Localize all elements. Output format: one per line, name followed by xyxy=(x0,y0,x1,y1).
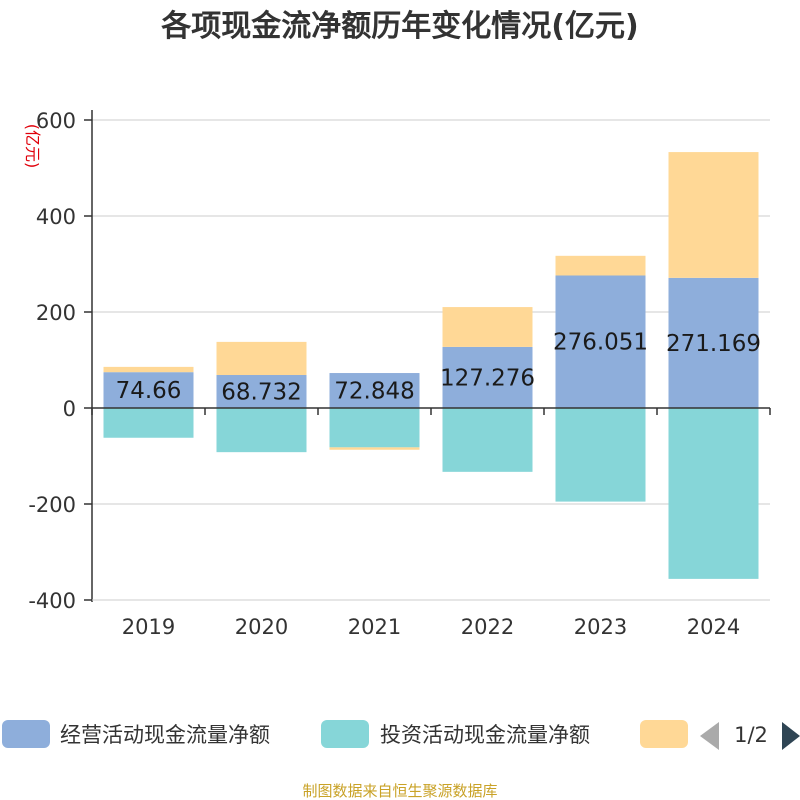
data-label: 72.848 xyxy=(334,379,414,405)
data-label: 74.66 xyxy=(116,378,182,404)
bar[interactable] xyxy=(555,275,646,408)
legend: 经营活动现金流量净额 投资活动现金流量净额 1/2 xyxy=(2,720,800,750)
x-tick-label: 2021 xyxy=(348,615,401,639)
bar[interactable] xyxy=(216,341,307,376)
x-tick-label: 2022 xyxy=(461,615,514,639)
data-label: 68.732 xyxy=(221,380,301,406)
bar[interactable] xyxy=(668,152,759,278)
y-tick-label: 600 xyxy=(36,109,76,133)
y-tick-label: -400 xyxy=(28,589,76,613)
bar[interactable] xyxy=(555,255,646,276)
y-tick-label: 400 xyxy=(36,205,76,229)
axes: 600 400 200 0 -200 -400 2019 2020 2021 2022 2023 20… xyxy=(28,109,771,639)
chart-title: 各项现金流净额历年变化情况(亿元) xyxy=(160,9,638,44)
legend-next-icon[interactable] xyxy=(782,722,800,750)
x-tick-label: 2024 xyxy=(687,615,740,639)
bars xyxy=(103,152,759,579)
bar[interactable] xyxy=(329,408,420,448)
data-labels: 74.66 68.732 72.848 127.276 276.051 271.169 xyxy=(116,330,761,406)
data-label: 271.169 xyxy=(666,331,761,357)
legend-swatch[interactable] xyxy=(2,720,50,748)
data-label: 127.276 xyxy=(440,365,535,391)
bar[interactable] xyxy=(329,373,420,408)
bar[interactable] xyxy=(216,375,307,408)
x-tick-label: 2023 xyxy=(574,615,627,639)
x-tick-label: 2020 xyxy=(235,615,288,639)
source-note: 制图数据来自恒生聚源数据库 xyxy=(302,782,497,800)
legend-label[interactable]: 经营活动现金流量净额 xyxy=(60,723,270,747)
bar[interactable] xyxy=(103,408,194,438)
y-tick-label: -200 xyxy=(28,493,76,517)
legend-label[interactable]: 投资活动现金流量净额 xyxy=(380,723,590,747)
x-tick-label: 2019 xyxy=(122,615,175,639)
legend-swatch[interactable] xyxy=(321,720,369,748)
bar[interactable] xyxy=(668,277,759,408)
bar[interactable] xyxy=(103,366,194,373)
gridlines xyxy=(92,119,770,601)
y-axis-unit: (亿元) xyxy=(23,124,42,169)
bar[interactable] xyxy=(216,408,307,453)
bar[interactable] xyxy=(442,307,533,347)
data-label: 276.051 xyxy=(553,330,648,356)
bar[interactable] xyxy=(329,447,420,450)
bar[interactable] xyxy=(555,408,646,502)
legend-swatch[interactable] xyxy=(640,720,688,748)
legend-prev-icon[interactable] xyxy=(700,722,719,750)
legend-page-indicator: 1/2 xyxy=(734,723,768,747)
bar[interactable] xyxy=(668,408,759,579)
bar[interactable] xyxy=(103,372,194,408)
bar[interactable] xyxy=(442,408,533,472)
bar[interactable] xyxy=(442,346,533,408)
y-tick-label: 0 xyxy=(63,397,76,421)
y-tick-label: 200 xyxy=(36,301,76,325)
